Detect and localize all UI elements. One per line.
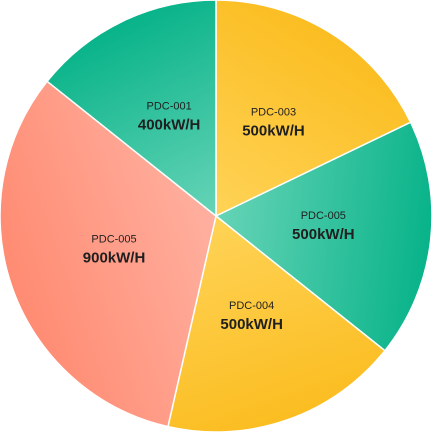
- pie-slice-4[interactable]: [0, 80, 217, 428]
- slice-3-name-label: PDC-004: [229, 300, 274, 312]
- slice-4-value-label: 900kW/H: [83, 250, 146, 267]
- pie-slice-2[interactable]: [215, 121, 432, 352]
- slice-5-value-label: 400kW/H: [138, 117, 201, 134]
- slice-2-name-label: PDC-005: [301, 210, 346, 222]
- pie-slice-1[interactable]: [215, 0, 412, 217]
- slice-5-name-label: PDC-001: [147, 101, 192, 113]
- pie-slice-3[interactable]: [167, 215, 386, 433]
- slice-3-value-label: 500kW/H: [220, 316, 283, 333]
- pie-labels: PDC-003 500kW/H PDC-005 500kW/H PDC-004 500kW…: [83, 101, 355, 333]
- slice-1-name-label: PDC-003: [251, 107, 296, 119]
- slice-2-value-label: 500kW/H: [292, 226, 355, 243]
- slice-4-name-label: PDC-005: [91, 234, 136, 246]
- slice-1-value-label: 500kW/H: [242, 123, 305, 140]
- pie-slice-5[interactable]: [46, 0, 217, 217]
